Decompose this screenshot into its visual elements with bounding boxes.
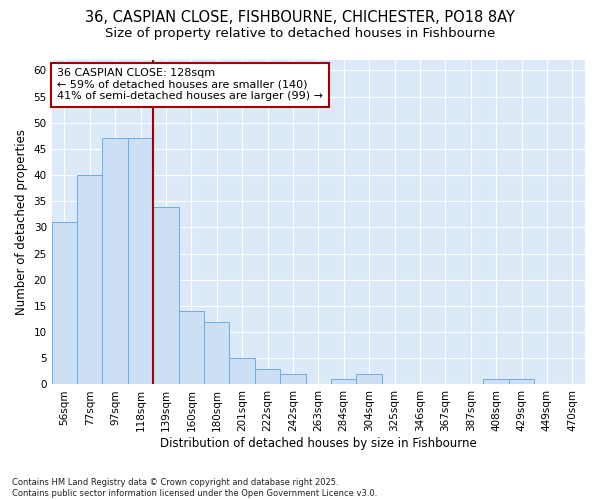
Bar [331, 379, 356, 384]
Bar [484, 379, 509, 384]
Bar [204, 322, 229, 384]
Bar [153, 206, 179, 384]
Bar [103, 138, 128, 384]
Bar [128, 138, 153, 384]
Bar [229, 358, 255, 384]
Bar [356, 374, 382, 384]
Bar [52, 222, 77, 384]
Text: 36 CASPIAN CLOSE: 128sqm
← 59% of detached houses are smaller (140)
41% of semi-: 36 CASPIAN CLOSE: 128sqm ← 59% of detach… [57, 68, 323, 102]
Text: 36, CASPIAN CLOSE, FISHBOURNE, CHICHESTER, PO18 8AY: 36, CASPIAN CLOSE, FISHBOURNE, CHICHESTE… [85, 10, 515, 25]
Text: Contains HM Land Registry data © Crown copyright and database right 2025.
Contai: Contains HM Land Registry data © Crown c… [12, 478, 377, 498]
Bar [77, 175, 103, 384]
Bar [255, 369, 280, 384]
Bar [179, 311, 204, 384]
Bar [280, 374, 305, 384]
Text: Size of property relative to detached houses in Fishbourne: Size of property relative to detached ho… [105, 28, 495, 40]
Bar [509, 379, 534, 384]
Y-axis label: Number of detached properties: Number of detached properties [15, 129, 28, 315]
X-axis label: Distribution of detached houses by size in Fishbourne: Distribution of detached houses by size … [160, 437, 477, 450]
